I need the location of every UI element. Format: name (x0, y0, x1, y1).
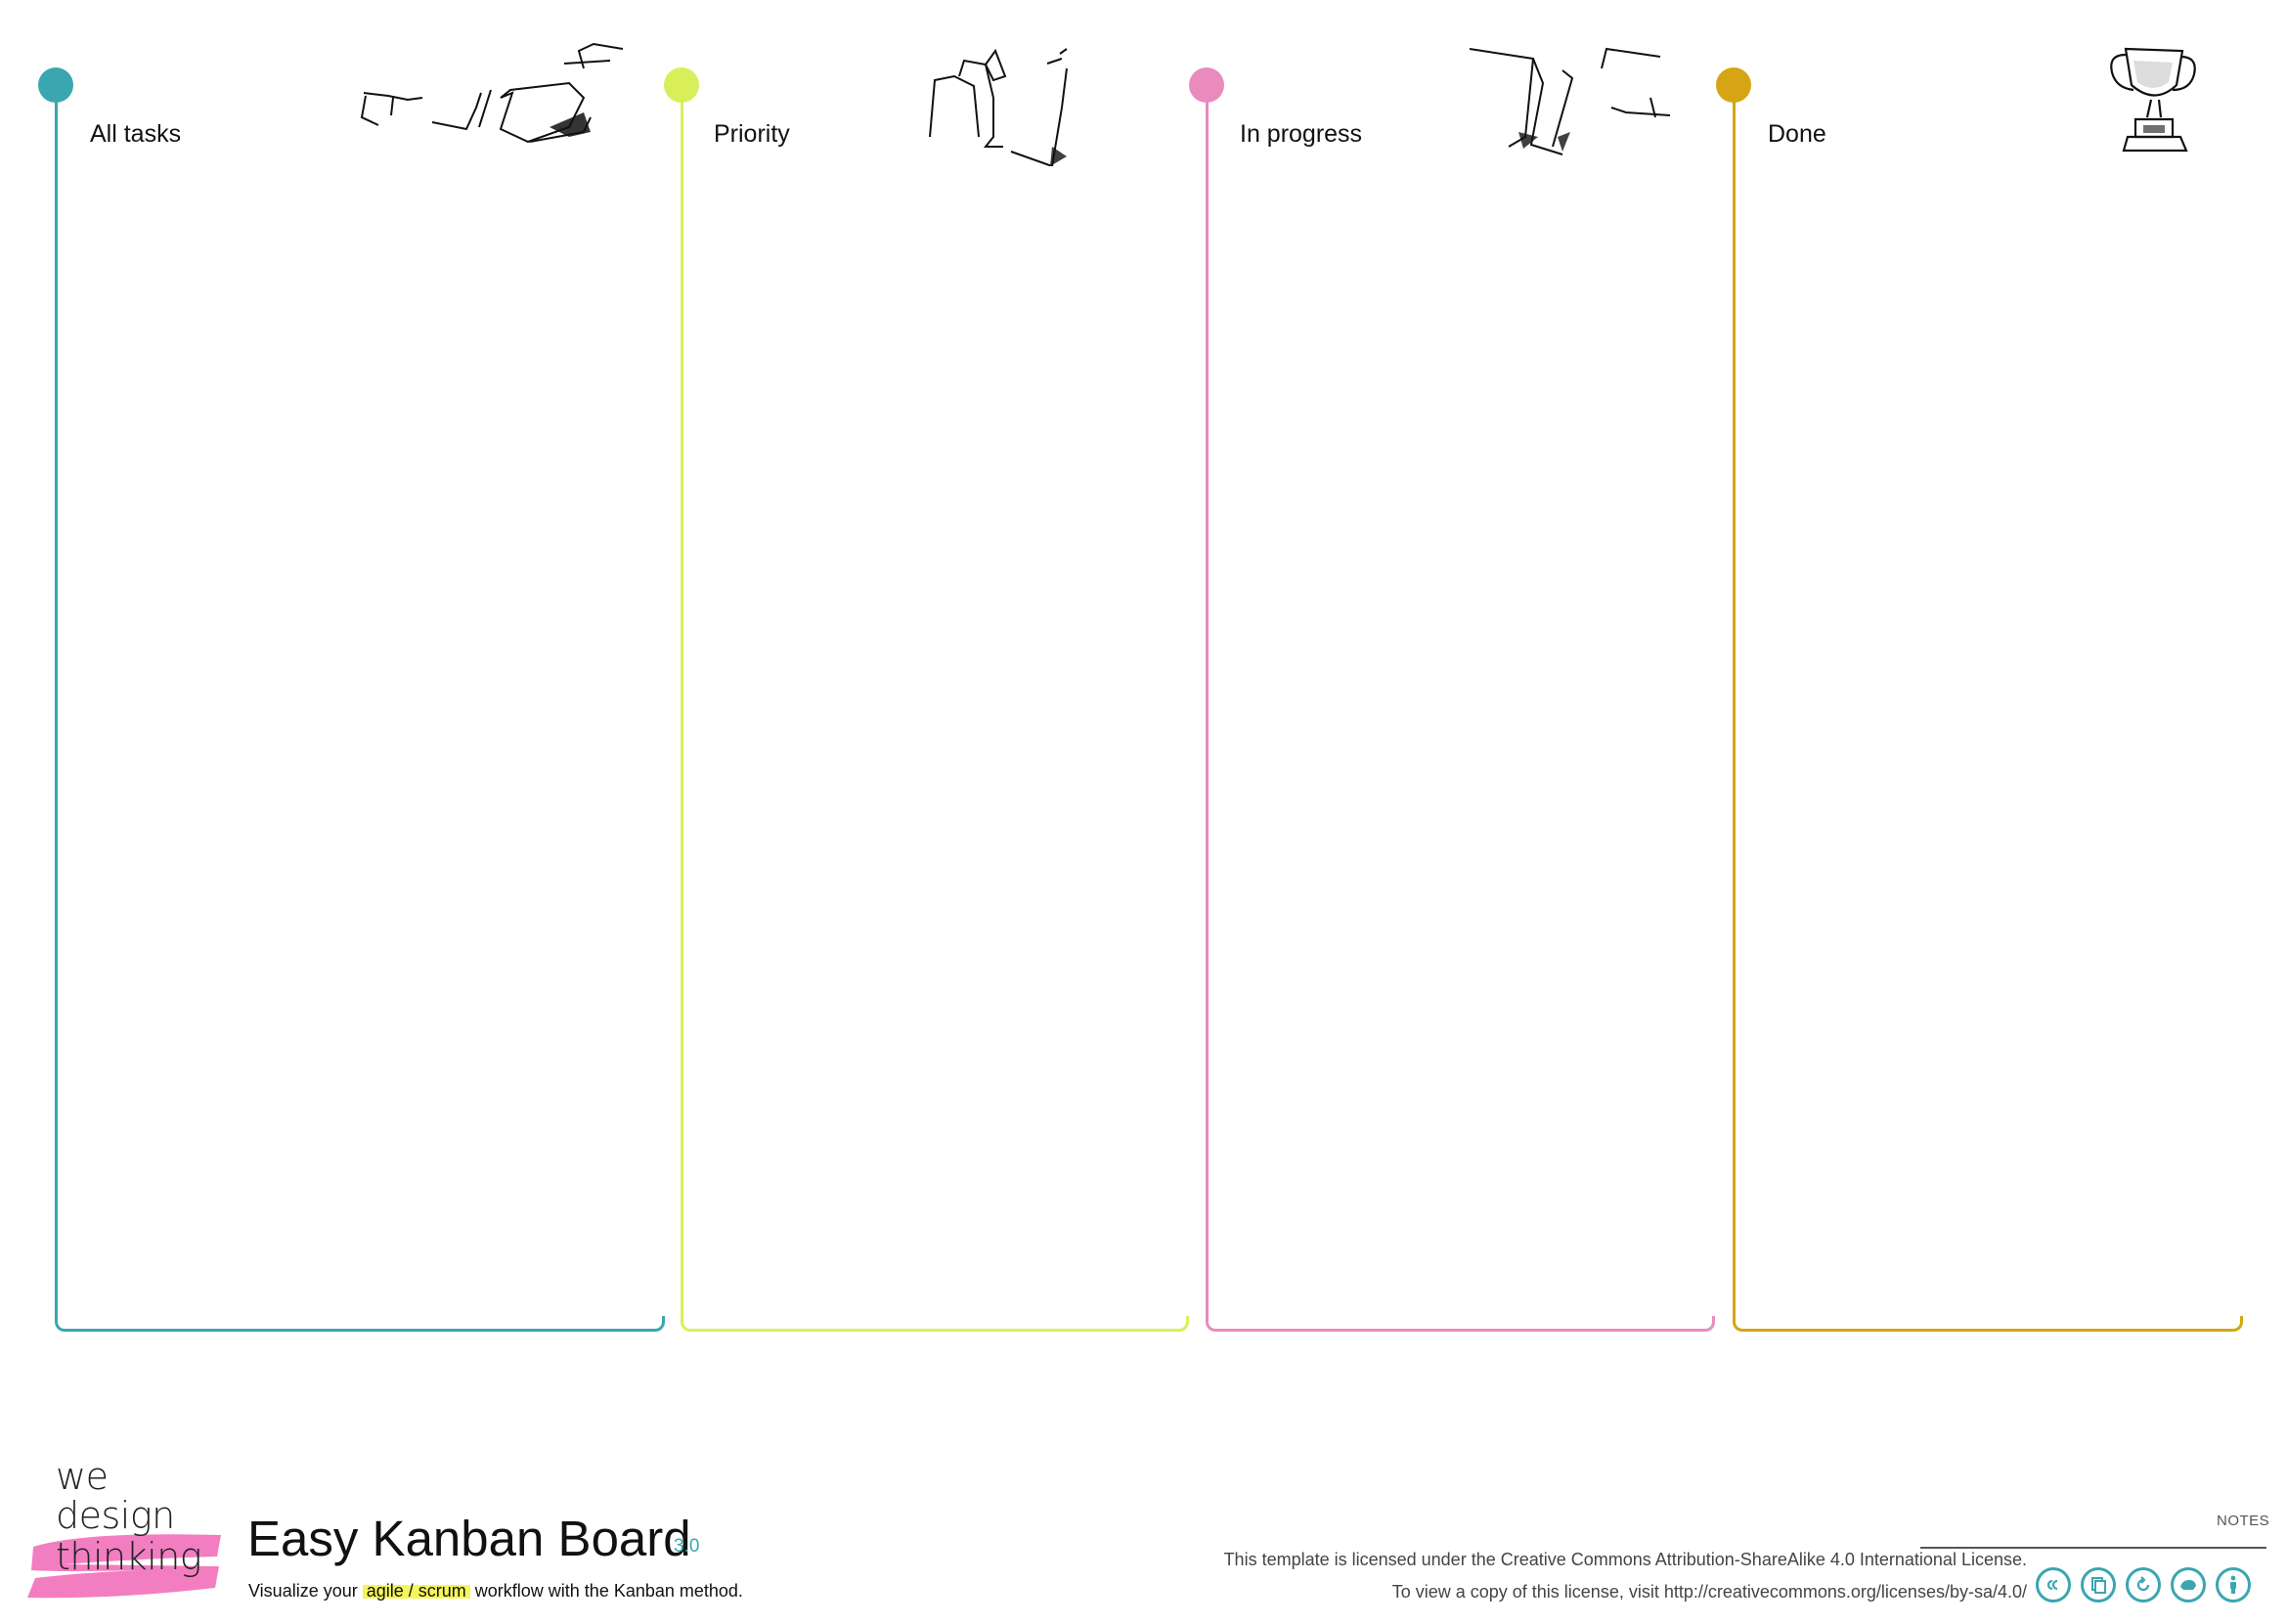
column-in-progress: In progress (1189, 0, 1715, 1369)
subtitle-text: Visualize your (248, 1581, 363, 1601)
column-title: In progress (1240, 120, 1363, 148)
column-marker-dot (38, 67, 73, 103)
column-frame (55, 86, 665, 1332)
column-all-tasks: All tasks (38, 0, 665, 1369)
remix-icon (2126, 1567, 2161, 1602)
license-text: This template is licensed under the Crea… (1223, 1550, 2027, 1569)
flying-papers-icon (1465, 39, 1680, 156)
pink-brush-stroke-icon (27, 1534, 221, 1599)
share-icon (2081, 1567, 2116, 1602)
attribution-icon (2216, 1567, 2251, 1602)
subtitle-highlight: agile / scrum (362, 1581, 470, 1601)
column-marker-dot (1189, 67, 1224, 103)
column-frame (1733, 86, 2243, 1332)
column-done: Done (1716, 0, 2243, 1369)
column-marker-dot (1716, 67, 1751, 103)
notes-label: NOTES (2217, 1513, 2270, 1529)
trophy-icon (2104, 41, 2202, 163)
column-frame (1206, 86, 1715, 1332)
column-title: Done (1768, 120, 1826, 148)
logo-text-design: design (56, 1494, 175, 1537)
subtitle-text: workflow with the Kanban method. (469, 1581, 743, 1601)
column-frame (681, 86, 1189, 1332)
column-priority: Priority (664, 0, 1189, 1369)
paper-stack-icon (925, 39, 1150, 166)
license-link-text: To view a copy of this license, visit ht… (1391, 1582, 2027, 1602)
column-marker-dot (664, 67, 699, 103)
page-subtitle: Visualize your agile / scrum workflow wi… (248, 1581, 743, 1602)
page-title: Easy Kanban Board (247, 1511, 691, 1566)
version-badge: 3.0 (674, 1536, 700, 1557)
column-title: All tasks (90, 120, 182, 148)
logo-text-we: we (56, 1455, 109, 1498)
paper-airplanes-icon (344, 39, 638, 156)
noncommercial-icon (2171, 1567, 2206, 1602)
notes-divider (1920, 1547, 2266, 1549)
creative-commons-icons (2036, 1567, 2251, 1602)
logo-text-thinking: thinking (56, 1535, 202, 1578)
column-title: Priority (714, 120, 790, 148)
cc-icon (2036, 1567, 2071, 1602)
we-design-thinking-logo: we design thinking (25, 1455, 225, 1602)
